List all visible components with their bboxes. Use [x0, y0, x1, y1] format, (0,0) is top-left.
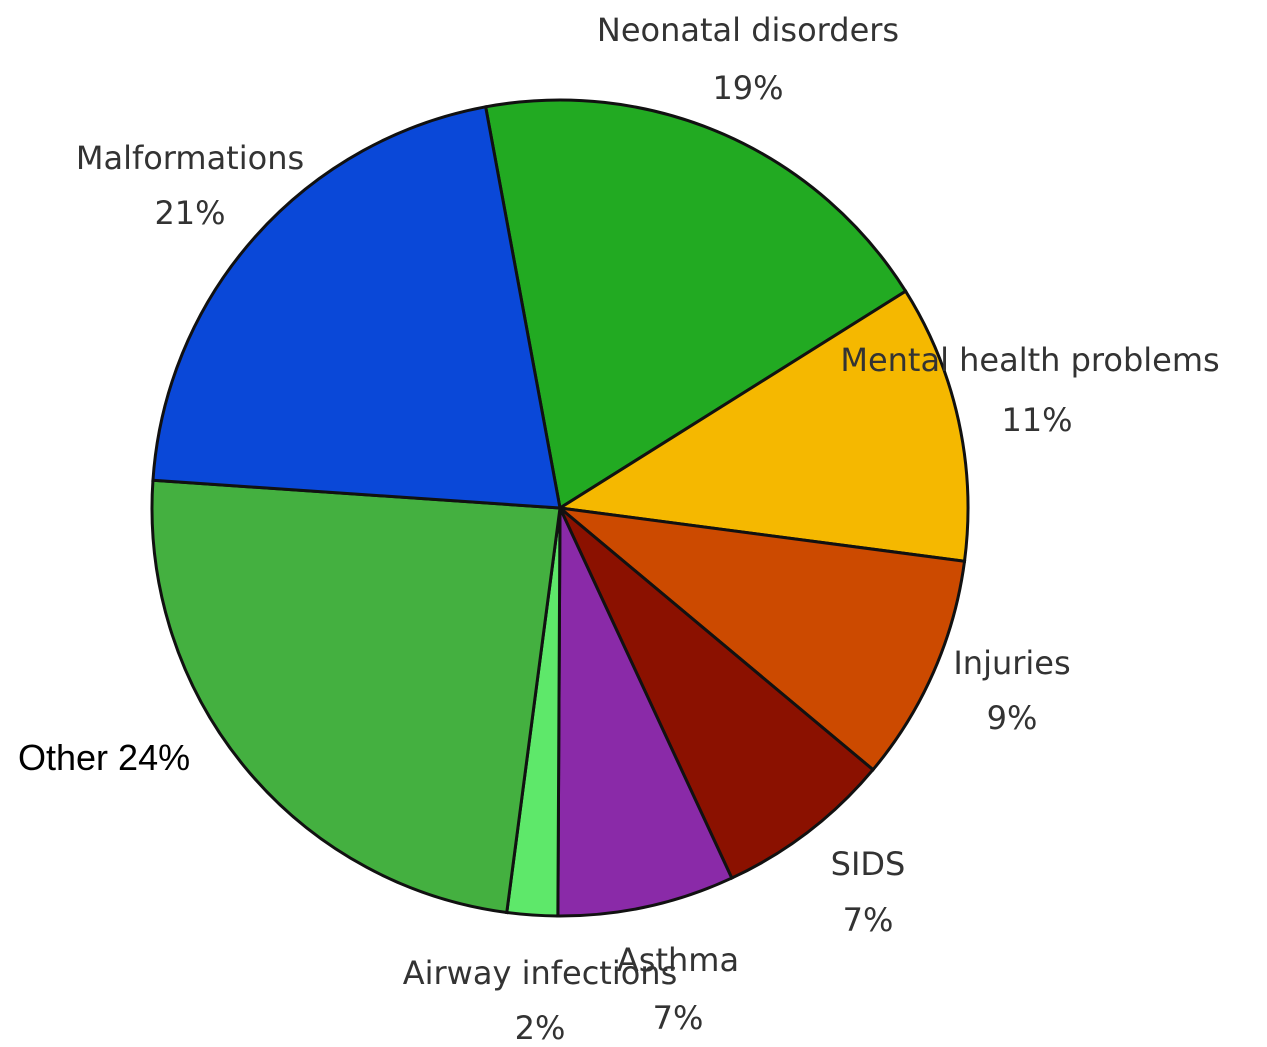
slice-value-label: 7% [653, 999, 704, 1037]
slice-value-label: 21% [154, 194, 225, 232]
slice-value-label: 2% [515, 1009, 566, 1047]
slice-label: Injuries [953, 644, 1070, 682]
slice-label: Malformations [76, 139, 304, 177]
slice-value-label: 7% [843, 901, 894, 939]
pie-slice [555, 289, 970, 563]
slice-label: SIDS [831, 845, 906, 883]
pie-slice [483, 98, 908, 511]
pie-slice [555, 505, 967, 772]
pie-slice [150, 478, 562, 915]
slice-label: Neonatal disorders [597, 11, 899, 49]
slice-value-label: 9% [987, 699, 1038, 737]
slice-value-label: 19% [712, 69, 783, 107]
slice-label: Airway infections [403, 954, 678, 992]
slice-label: Other [18, 737, 108, 778]
slice-label: Mental health problems [840, 341, 1219, 379]
slice-label-group: Other 24% [18, 737, 190, 778]
pie-slice [558, 506, 876, 881]
slice-value-label: 11% [1001, 401, 1072, 439]
pie-slice [151, 105, 562, 510]
slice-label: Asthma [617, 941, 739, 979]
pie-slice [556, 507, 734, 918]
slice-value-label: 24% [118, 737, 190, 778]
